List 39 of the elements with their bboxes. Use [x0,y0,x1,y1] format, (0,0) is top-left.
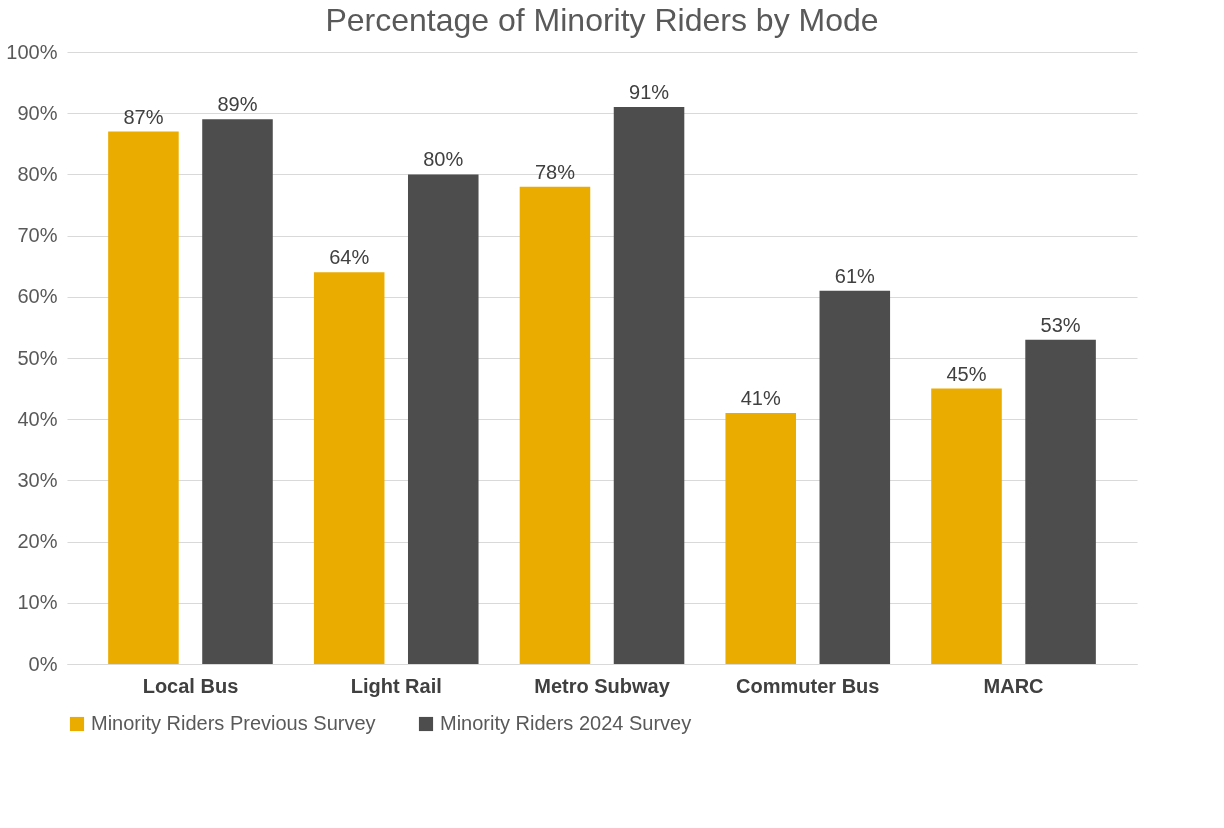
y-tick-label: 10% [17,591,58,614]
data-label: 80% [423,148,464,171]
x-tick-label: Local Bus [142,674,239,697]
data-label: 61% [834,264,876,287]
y-tick-label: 100% [6,40,58,63]
data-label: 87% [123,105,164,128]
bar [1025,339,1096,664]
data-label: 64% [329,246,370,269]
bar [202,119,273,664]
y-tick-label: 60% [17,285,58,308]
bar [407,174,479,664]
bar [931,388,1002,664]
bar [725,413,797,664]
data-label: 45% [946,362,987,385]
y-tick-label: 90% [17,101,58,124]
y-tick-label: 50% [17,346,58,369]
y-tick-label: 70% [17,224,58,247]
bar [819,290,891,664]
x-tick-label: Metro Subway [534,674,671,697]
bar [613,107,685,664]
x-tick-label: MARC [983,674,1044,697]
y-tick-label: 30% [17,468,58,491]
bar [108,131,179,664]
data-label: 89% [217,93,258,116]
data-label: 78% [534,160,576,183]
y-tick-label: 40% [17,407,58,430]
data-label: 53% [1040,313,1081,336]
x-tick-label: Light Rail [350,674,442,697]
data-label: 91% [629,81,670,104]
y-tick-label: 20% [17,530,58,553]
y-tick-label: 0% [28,652,58,675]
legend-label: Minority Riders 2024 Survey [440,712,692,734]
data-label: 41% [740,387,781,410]
bar [519,186,591,664]
legend-label: Minority Riders Previous Survey [91,712,376,734]
x-tick-label: Commuter Bus [736,674,880,697]
y-tick-label: 80% [17,162,58,185]
chart-title: Percentage of Minority Riders by Mode [325,2,879,38]
bar [313,272,385,664]
